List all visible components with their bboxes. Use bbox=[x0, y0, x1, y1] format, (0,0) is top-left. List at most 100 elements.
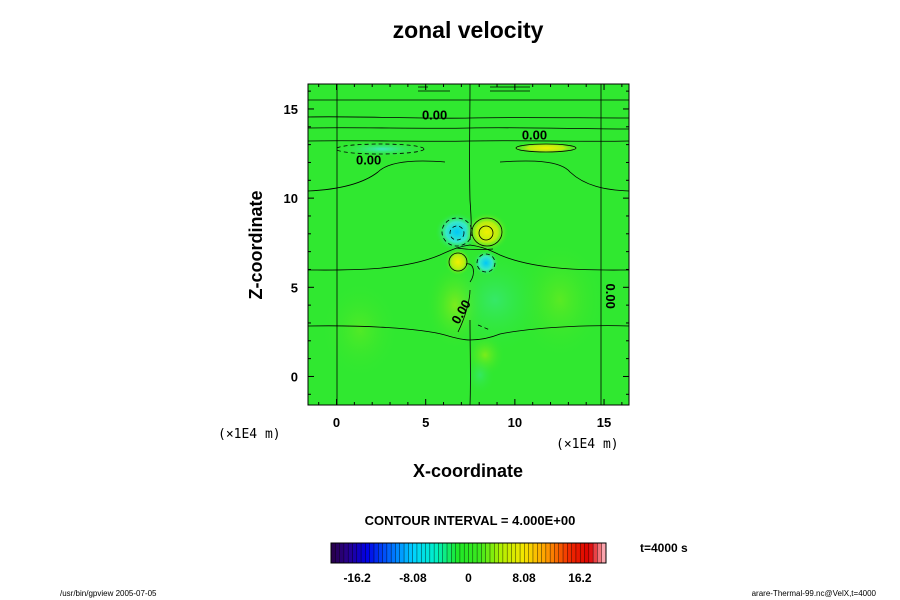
colorbar-cell bbox=[331, 543, 336, 563]
colorbar-cell bbox=[425, 543, 431, 563]
colorbar-cell bbox=[399, 543, 405, 563]
colorbar-cell bbox=[348, 543, 353, 563]
colorbar-cell bbox=[356, 543, 362, 563]
colorbar-cell bbox=[528, 543, 534, 563]
footer-right: arare-Thermal-99.nc@VelX,t=4000 bbox=[752, 589, 877, 598]
colorbar-cell bbox=[563, 543, 568, 563]
colorbar-cell bbox=[421, 543, 426, 563]
colorbar-cell bbox=[584, 543, 590, 563]
colorbar-cell bbox=[464, 543, 469, 563]
colorbar-cell bbox=[541, 543, 547, 563]
colorbar-cell bbox=[352, 543, 358, 563]
contour-interval: CONTOUR INTERVAL = 4.000E+00 bbox=[365, 513, 576, 528]
plot-frame bbox=[307, 83, 630, 406]
colorbar-cell bbox=[378, 543, 383, 563]
colorbar-cell bbox=[537, 543, 542, 563]
colorbar-cell bbox=[343, 543, 349, 563]
x-tick-label: 5 bbox=[422, 415, 429, 430]
colorbar-cell bbox=[571, 543, 577, 563]
colorbar-cell bbox=[601, 543, 607, 563]
colorbar bbox=[330, 542, 607, 564]
colorbar-cell bbox=[369, 543, 375, 563]
colorbar-frame bbox=[330, 542, 607, 564]
colorbar-cell bbox=[468, 543, 474, 563]
colorbar-cell bbox=[593, 543, 598, 563]
colorbar-tick-label: -8.08 bbox=[399, 571, 427, 585]
colorbar-cell bbox=[386, 543, 392, 563]
plot-area: 0.000.000.000.000.00 bbox=[307, 83, 630, 406]
colorbar-cell bbox=[545, 543, 551, 563]
colorbar-cell bbox=[520, 543, 525, 563]
footer-left: /usr/bin/gpview 2005-07-05 bbox=[60, 589, 157, 598]
colorbar-cell bbox=[494, 543, 499, 563]
colorbar-cell bbox=[575, 543, 581, 563]
colorbar-cell bbox=[511, 543, 517, 563]
colorbar-cell bbox=[580, 543, 585, 563]
axis-ticks bbox=[308, 84, 629, 405]
contour-label: 0.00 bbox=[422, 108, 447, 123]
x-tick-labels: 0 5 10 15 bbox=[333, 415, 611, 430]
y-tick-label: 15 bbox=[284, 102, 298, 117]
x-axis-label: X-coordinate bbox=[413, 461, 523, 481]
colorbar-cell bbox=[442, 543, 448, 563]
colorbar-cell bbox=[447, 543, 452, 563]
x-tick-label: 10 bbox=[508, 415, 522, 430]
colorbar-cell bbox=[554, 543, 560, 563]
colorbar-cell bbox=[507, 543, 512, 563]
colorbar-cell bbox=[382, 543, 388, 563]
colorbar-cell bbox=[532, 543, 538, 563]
colorbar-cell bbox=[395, 543, 401, 563]
chart-title: zonal velocity bbox=[393, 17, 544, 43]
colorbar-cell bbox=[459, 543, 465, 563]
colorbar-cell bbox=[429, 543, 435, 563]
colorbar-cell bbox=[373, 543, 379, 563]
time-label: t=4000 s bbox=[640, 541, 688, 555]
colorbar-cell bbox=[361, 543, 366, 563]
colorbar-cell bbox=[524, 543, 529, 563]
colorbar-cell bbox=[588, 543, 594, 563]
colorbar-cell bbox=[558, 543, 564, 563]
colorbar-cell bbox=[391, 543, 396, 563]
contour-lines bbox=[308, 84, 629, 405]
colorbar-cell bbox=[438, 543, 444, 563]
colorbar-tick-label: -16.2 bbox=[343, 571, 371, 585]
positive-contours bbox=[448, 143, 577, 272]
colorbar-cell bbox=[455, 543, 461, 563]
contour-label: 0.00 bbox=[356, 152, 381, 167]
colorbar-cell bbox=[567, 543, 572, 563]
colorbar-cell bbox=[502, 543, 508, 563]
colorbar-cell bbox=[597, 543, 603, 563]
colorbar-cell bbox=[416, 543, 422, 563]
x-tick-label: 0 bbox=[333, 415, 340, 430]
colorbar-cell bbox=[485, 543, 491, 563]
colorbar-cell bbox=[339, 543, 345, 563]
colorbar-cell bbox=[481, 543, 486, 563]
colorbar-cell bbox=[515, 543, 521, 563]
colorbar-cell bbox=[408, 543, 413, 563]
colorbar-tick-label: 8.08 bbox=[512, 571, 536, 585]
y-tick-label: 0 bbox=[291, 369, 298, 384]
y-axis-label: Z-coordinate bbox=[246, 190, 266, 299]
colorbar-cell bbox=[498, 543, 504, 563]
y-tick-label: 5 bbox=[291, 280, 298, 295]
x-unit-left: (×1E4 m) bbox=[218, 427, 281, 442]
colorbar-cell bbox=[489, 543, 495, 563]
contour-label: 0.00 bbox=[603, 284, 618, 309]
colorbar-ticks: -16.2 -8.08 0 8.08 16.2 bbox=[343, 571, 591, 585]
colorbar-cell bbox=[477, 543, 482, 563]
colorbar-cell bbox=[404, 543, 409, 563]
colorbar-cell bbox=[472, 543, 478, 563]
y-tick-label: 10 bbox=[284, 191, 298, 206]
x-tick-label: 15 bbox=[597, 415, 611, 430]
colorbar-cell bbox=[335, 543, 340, 563]
x-unit-right: (×1E4 m) bbox=[556, 437, 619, 452]
colorbar-cell bbox=[434, 543, 439, 563]
colorbar-cell bbox=[412, 543, 418, 563]
colorbar-cell bbox=[550, 543, 555, 563]
colorbar-cell bbox=[451, 543, 456, 563]
colorbar-tick-label: 16.2 bbox=[568, 571, 592, 585]
contour-label: 0.00 bbox=[522, 127, 547, 142]
colorbar-cell bbox=[365, 543, 370, 563]
colorbar-tick-label: 0 bbox=[465, 571, 472, 585]
